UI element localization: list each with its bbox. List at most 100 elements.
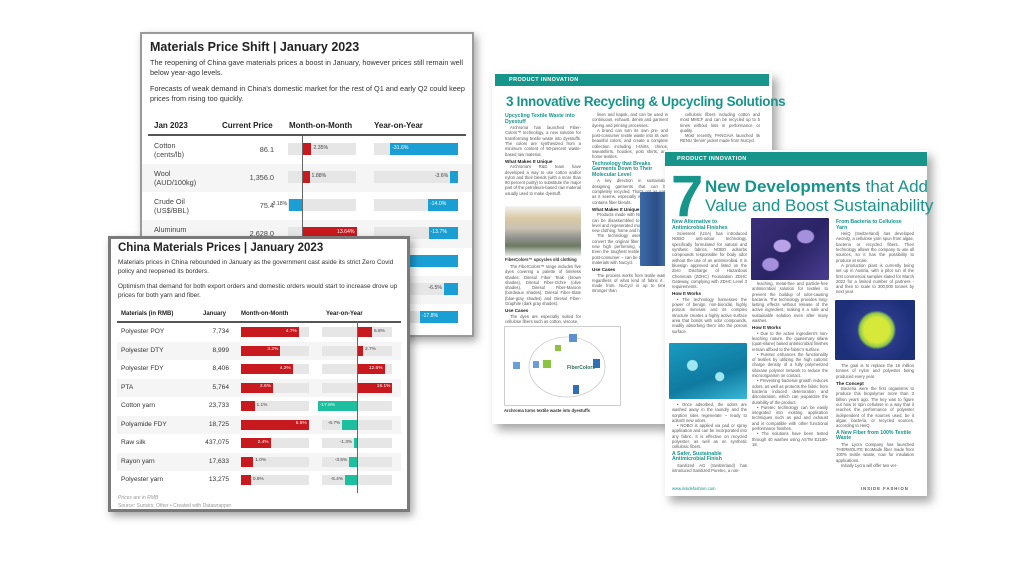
yoy-bar <box>349 456 357 467</box>
yoy-label: -6.5% <box>428 285 443 292</box>
material-unit: (US$/BBL) <box>154 206 189 215</box>
mom-bar <box>241 438 271 448</box>
article-paragraph: Sanitized AG (Switzerland) has introduce… <box>672 462 747 474</box>
article-paragraph: • Puretec enhances the functionality of … <box>752 351 828 379</box>
yoy-bar <box>317 401 357 411</box>
col-header-yoy: Year-on-Year <box>326 311 363 317</box>
article-title-line2: Value and Boost Sustainability <box>705 196 934 215</box>
article-paragraph: • Due to the active ingredient's non-lea… <box>752 330 828 352</box>
mom-track <box>241 382 309 393</box>
mom-bar <box>241 327 299 337</box>
yoy-label: -17.8% <box>421 313 439 320</box>
article-column-3: From Bacteria to Cellulose Yarn HeiQ (Swi… <box>836 218 914 295</box>
yoy-bar <box>342 419 357 430</box>
yoy-label: -14.0% <box>429 201 447 208</box>
yoy-bar <box>444 283 458 295</box>
article-paragraph: Initially Lycra will offer two ver- <box>841 462 898 468</box>
yoy-bar <box>450 171 458 183</box>
article-column-2: leaching, metal-free and particle-free a… <box>752 281 828 447</box>
yoy-label: -17.8% <box>319 402 336 408</box>
header-divider <box>117 321 401 323</box>
mom-label: 1.1% <box>256 402 268 408</box>
article-number: 7 <box>671 164 704 229</box>
material-name: Aluminum <box>154 225 187 234</box>
current-price: 86.1 <box>259 145 274 154</box>
mom-bar <box>241 419 309 430</box>
article-paragraph: Archroma has launched Fiber-Colors™ tech… <box>505 125 581 157</box>
yoy-bar <box>419 311 458 323</box>
article-minor-heading: What Makes It Unique <box>505 158 553 164</box>
january-price: 17,633 <box>208 457 229 465</box>
yoy-axis <box>357 321 358 493</box>
article-column-1: Upcycling Textile Waste into Dyestuff Arc… <box>505 112 581 196</box>
article-subheading: From Bacteria to Cellulose Yarn <box>836 219 902 231</box>
yoy-bar <box>345 475 357 485</box>
water-droplets-photo <box>669 343 747 399</box>
jacket-photo <box>640 192 668 266</box>
material-name: Raw silk <box>121 439 146 446</box>
yoy-bar <box>390 143 458 155</box>
current-price: 2,628.0 <box>249 229 274 238</box>
yoy-label: -3.5% <box>334 458 348 464</box>
yoy-bar <box>357 327 372 337</box>
card-title: China Materials Prices | January 2023 <box>118 242 324 254</box>
article-paragraph: Archroma's R&D team have developed a way… <box>505 164 581 196</box>
table-row: Polyester yarn 13,275 0.8% -5.4% <box>117 471 401 490</box>
article-minor-heading: Use Cases <box>505 308 529 314</box>
article-paragraph: • The solutions have been tested through… <box>752 431 828 447</box>
article-column-3-continued: The goal is to replace the 18 million to… <box>836 363 914 468</box>
article-column-1: New Alternative to Antimicrobial Finishe… <box>672 218 747 334</box>
article-paragraph: A key direction in sustainable designing… <box>592 178 668 205</box>
article-column-1-continued: The FiberColors™ range includes five dye… <box>505 264 581 324</box>
mom-label: 2.6% <box>260 384 271 390</box>
article-paragraph: • The technology harnesses the power of … <box>672 296 747 334</box>
mom-bar <box>241 345 281 356</box>
yoy-label: -6.7% <box>327 421 341 427</box>
mom-track <box>241 401 309 411</box>
mom-bar <box>241 382 273 393</box>
mom-label: 2.35% <box>313 145 329 152</box>
yoy-bar <box>357 382 393 393</box>
material-name: Wool <box>154 169 171 178</box>
mom-bar <box>302 143 312 155</box>
article-paragraph: • Puretec technology can be easily integ… <box>752 404 828 432</box>
title-bold: New Developments <box>705 177 861 196</box>
card-description: Materials prices in China rebounded in J… <box>118 259 394 275</box>
mom-label: 5.5% <box>295 421 307 427</box>
material-name: Polyester DTY <box>121 346 164 354</box>
yoy-label: 6.8% <box>373 328 385 334</box>
mom-bar <box>241 401 255 411</box>
mom-track <box>288 199 356 211</box>
mom-track <box>241 456 309 467</box>
yoy-bar <box>428 227 458 239</box>
col-header-mom: Month-on-Month <box>289 121 353 130</box>
article-title-line1: New Developments that Add <box>705 177 928 197</box>
yoy-label: -13.7% <box>430 229 447 236</box>
mom-label: 2.4% <box>257 439 269 445</box>
article-paragraph: • Preventing bacterial growth reduces od… <box>752 378 828 405</box>
yoy-label: -5.4% <box>330 476 344 482</box>
january-price: 18,725 <box>208 420 229 428</box>
mom-label: -3.18% <box>270 201 288 208</box>
mom-axis <box>302 136 303 276</box>
photo-caption: FiberColors™ upcycles old clothing <box>505 257 577 262</box>
yoy-label: 12.5% <box>368 365 383 371</box>
source-note: Source: Sunsirs, Other • Created with Da… <box>118 503 232 509</box>
fibercolors-diagram: FiberColors <box>504 326 621 406</box>
section-label: PRODUCT INNOVATION <box>677 156 747 162</box>
article-paragraph: A brand can turn its own pre- and post-c… <box>592 127 668 160</box>
article-minor-heading: How It Works <box>672 291 702 297</box>
upcycled-clothing-photo <box>505 206 581 256</box>
table-row: Crude Oil (US$/BBL) 75.4 -3.18% -14.0% <box>142 192 472 220</box>
mom-label: 13.64% <box>336 229 355 236</box>
footer-url[interactable]: www.insidefashion.com <box>672 486 716 491</box>
january-price: 7,734 <box>212 328 229 335</box>
mom-label: 1.88% <box>311 173 327 180</box>
yoy-label: -1.3% <box>339 439 353 445</box>
material-name: Crude Oil <box>154 197 185 206</box>
col-header-mom: Month-on-Month <box>241 311 289 317</box>
article-paragraph: leaching, metal-free and particle-free a… <box>752 281 828 324</box>
article-paragraph: cellulosic fibers including cotton and m… <box>680 112 760 133</box>
article-paragraph: Sciessent (USA) has introduced NOBO anti… <box>672 231 747 290</box>
article-paragraph: • NOBO is applied via pad or spray appli… <box>672 423 747 450</box>
